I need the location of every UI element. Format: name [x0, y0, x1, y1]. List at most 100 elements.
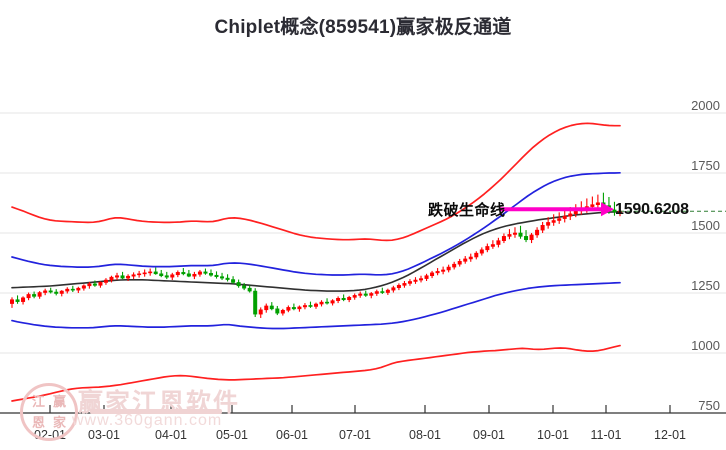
candle-body	[419, 278, 424, 281]
seal-char: 家	[52, 415, 66, 430]
chart-canvas	[0, 112, 726, 414]
x-axis-label: 12-01	[654, 428, 686, 442]
candle-body	[380, 291, 385, 293]
candle-body	[490, 244, 495, 247]
x-axis-label: 10-01	[537, 428, 569, 442]
seal-char: 赢	[52, 394, 66, 409]
candle-body	[10, 299, 15, 304]
candle-body	[186, 273, 191, 277]
x-axis-label: 03-01	[88, 428, 120, 442]
candle-body	[452, 263, 457, 268]
price-chart-plot	[0, 95, 726, 415]
candle-body	[529, 234, 534, 241]
candle-body	[463, 258, 468, 262]
candle-body	[402, 283, 407, 286]
x-axis-label: 11-01	[590, 428, 622, 442]
candle-body	[524, 236, 529, 241]
candle-body	[214, 274, 219, 277]
y-axis-label: 750	[698, 398, 720, 413]
candle-body	[612, 209, 617, 213]
candle-body	[535, 229, 540, 236]
candle-body	[595, 202, 600, 205]
candle-body	[319, 301, 324, 305]
candle-body	[115, 275, 120, 278]
watermark-seal-chars: 江赢恩家	[28, 391, 70, 433]
candle-body	[170, 274, 175, 278]
candle-body	[280, 309, 285, 314]
candle-body	[341, 297, 346, 301]
x-axis-label: 07-01	[339, 428, 371, 442]
candle-body	[446, 266, 451, 271]
candle-body	[92, 283, 97, 286]
candle-body	[21, 297, 26, 302]
candle-body	[540, 225, 545, 231]
candle-body	[220, 276, 225, 279]
candle-body	[103, 279, 108, 283]
candle-body	[413, 279, 418, 282]
candle-body	[479, 249, 484, 254]
y-axis-label: 1750	[691, 158, 720, 173]
candle-body	[208, 273, 213, 276]
candle-body	[148, 271, 153, 274]
y-axis-label: 2000	[691, 98, 720, 113]
candle-body	[352, 295, 357, 298]
candle-body	[308, 305, 313, 307]
series-line	[11, 344, 621, 402]
candle-body	[286, 307, 291, 311]
candle-body	[81, 285, 86, 289]
last-price-label: 1590.6208	[615, 201, 689, 218]
candle-body	[253, 290, 258, 315]
x-axis-label: 05-01	[216, 428, 248, 442]
watermark-bar	[90, 409, 222, 414]
candle-body	[325, 301, 330, 304]
candle-body	[291, 307, 296, 310]
candle-body	[264, 305, 269, 311]
candle-body	[518, 232, 523, 237]
candle-body	[275, 308, 280, 314]
candle-body	[247, 287, 252, 292]
candle-body	[32, 294, 37, 297]
candle-body	[164, 275, 169, 278]
candle-body	[457, 261, 462, 265]
candle-body	[153, 271, 158, 275]
series-line	[11, 210, 621, 292]
candle-body	[557, 218, 562, 221]
candle-body	[126, 275, 131, 279]
candle-body	[109, 276, 114, 281]
candle-body	[258, 309, 263, 315]
candle-body	[363, 293, 368, 296]
candle-body	[59, 290, 64, 294]
candle-body	[37, 292, 42, 297]
candle-body	[26, 294, 31, 299]
candle-body	[302, 305, 307, 308]
candle-body	[70, 288, 75, 291]
candle-body	[568, 213, 573, 217]
candle-body	[269, 305, 274, 310]
candle-body	[396, 285, 401, 289]
candle-body	[369, 293, 374, 296]
candle-body	[551, 220, 556, 223]
candle-body	[15, 299, 20, 302]
candle-body	[181, 272, 186, 275]
candle-body	[313, 303, 318, 307]
candle-body	[507, 234, 512, 237]
candle-body	[120, 275, 125, 279]
page-title: Chiplet概念(859541)赢家极反通道	[214, 17, 512, 38]
watermark-seal-icon: 江赢恩家	[20, 383, 78, 441]
candle-body	[159, 273, 164, 277]
watermark-url: www.360gann.com	[72, 412, 223, 429]
candle-body	[485, 246, 490, 251]
candle-body	[468, 256, 473, 260]
candle-body	[175, 272, 180, 276]
candle-body	[197, 271, 202, 275]
x-axis-label: 08-01	[409, 428, 441, 442]
candle-body	[562, 215, 567, 219]
candle-body	[430, 272, 435, 277]
x-axis-label: 04-01	[155, 428, 187, 442]
candle-body	[142, 272, 147, 275]
candle-body	[98, 282, 103, 286]
candle-body	[391, 287, 396, 291]
seal-char: 恩	[31, 415, 45, 430]
candle-body	[43, 290, 48, 293]
